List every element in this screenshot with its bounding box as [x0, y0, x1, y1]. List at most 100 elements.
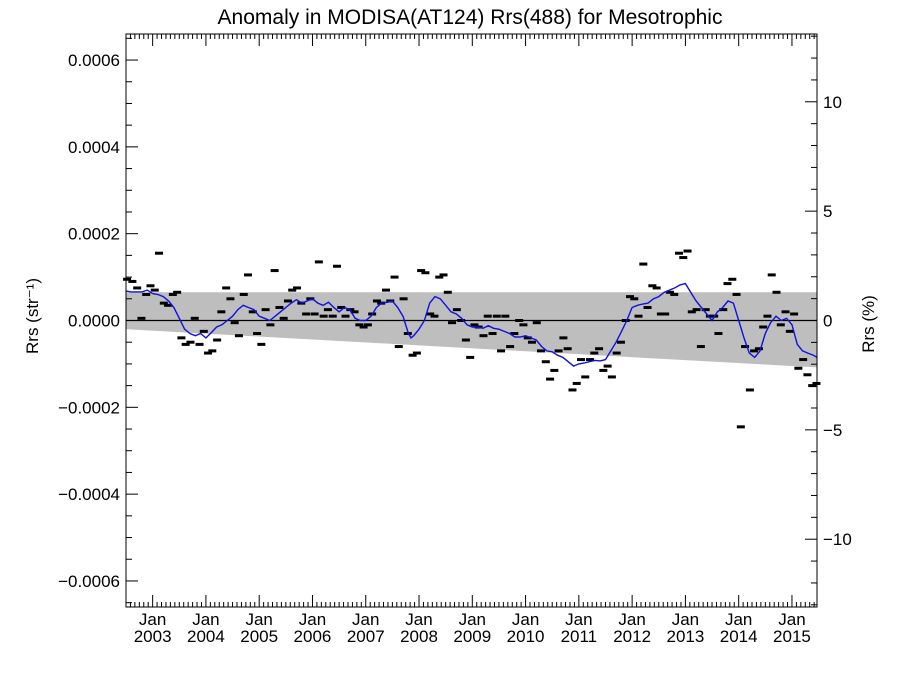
data-point-11 [173, 290, 182, 294]
data-point-146 [772, 290, 781, 294]
data-point-133 [714, 332, 723, 336]
x-tick-year-2: 2005 [240, 627, 278, 646]
y-tick-label-left-4: −0.0002 [58, 398, 120, 417]
data-point-20 [213, 338, 222, 342]
data-point-28 [248, 310, 257, 314]
x-tick-year-7: 2010 [507, 627, 545, 646]
data-point-68 [426, 312, 435, 316]
data-point-2 [133, 286, 142, 290]
data-point-129 [696, 345, 705, 349]
y-tick-label-left-1: 0.0004 [68, 138, 120, 157]
data-point-19 [208, 349, 217, 353]
data-point-41 [306, 297, 315, 301]
data-point-131 [705, 314, 714, 318]
data-point-87 [510, 332, 519, 336]
data-point-80 [479, 334, 488, 338]
data-point-62 [399, 297, 408, 301]
data-point-89 [519, 323, 528, 327]
data-point-77 [466, 355, 475, 359]
data-point-86 [506, 345, 515, 349]
data-point-15 [190, 316, 199, 320]
x-tick-month-0: Jan [139, 610, 166, 629]
x-tick-month-10: Jan [672, 610, 699, 629]
data-point-126 [683, 249, 692, 253]
data-point-23 [226, 297, 235, 301]
data-point-9 [164, 303, 173, 307]
x-tick-month-8: Jan [565, 610, 592, 629]
data-point-12 [177, 336, 186, 340]
data-point-125 [679, 256, 688, 260]
data-point-114 [630, 297, 639, 301]
data-point-4 [142, 292, 151, 296]
data-point-128 [692, 308, 701, 312]
data-point-143 [759, 325, 768, 329]
data-point-66 [417, 269, 426, 273]
data-point-155 [812, 381, 821, 385]
x-tick-year-12: 2015 [773, 627, 811, 646]
data-point-47 [332, 264, 341, 268]
data-point-118 [648, 284, 657, 288]
data-point-134 [719, 308, 728, 312]
data-point-8 [159, 301, 168, 305]
y-tick-label-right-3: −5 [823, 421, 842, 440]
data-point-75 [457, 319, 466, 322]
x-tick-month-1: Jan [192, 610, 219, 629]
x-tick-month-7: Jan [512, 610, 539, 629]
data-point-151 [794, 366, 803, 370]
data-point-42 [310, 312, 319, 316]
data-point-10 [168, 292, 177, 296]
data-point-153 [803, 373, 812, 377]
data-point-95 [546, 377, 555, 381]
data-point-74 [452, 308, 461, 312]
x-tick-year-3: 2006 [294, 627, 332, 646]
data-point-26 [239, 292, 248, 296]
y-tick-label-left-2: 0.0002 [68, 225, 120, 244]
x-tick-month-2: Jan [245, 610, 272, 629]
data-point-18 [204, 351, 213, 355]
data-point-27 [244, 273, 253, 277]
data-point-72 [443, 290, 452, 294]
plot-area [123, 249, 821, 429]
data-point-81 [483, 314, 492, 318]
data-point-98 [559, 336, 568, 340]
y-tick-label-right-4: −10 [823, 530, 852, 549]
data-point-65 [412, 351, 421, 355]
data-point-46 [328, 314, 337, 318]
data-point-148 [781, 310, 790, 314]
data-point-84 [497, 349, 506, 353]
data-point-17 [199, 329, 208, 333]
data-point-36 [283, 299, 292, 303]
data-point-30 [257, 342, 266, 346]
data-point-119 [652, 286, 661, 290]
x-tick-month-11: Jan [725, 610, 752, 629]
data-point-51 [350, 310, 359, 314]
data-point-5 [146, 284, 155, 288]
data-point-109 [607, 375, 616, 379]
data-point-53 [359, 325, 368, 329]
axes: 0.0006 0.0004 0.0002 0.0000 −0.0002 −0.0004 −0… [58, 33, 852, 646]
data-point-69 [430, 314, 439, 318]
data-point-108 [603, 364, 612, 368]
x-tick-month-4: Jan [352, 610, 379, 629]
y-tick-label-right-0: 10 [823, 93, 842, 112]
x-tick-year-1: 2004 [187, 627, 225, 646]
data-point-104 [586, 358, 595, 362]
data-point-122 [665, 290, 674, 294]
data-point-94 [541, 360, 550, 364]
data-point-123 [670, 292, 679, 296]
data-point-121 [661, 312, 670, 316]
y-tick-label-left-5: −0.0004 [58, 485, 120, 504]
chart-title: Anomaly in MODISA(AT124) Rrs(488) for Me… [218, 6, 723, 29]
data-point-83 [492, 314, 501, 318]
data-point-147 [776, 323, 785, 327]
data-point-105 [590, 351, 599, 355]
data-point-93 [537, 349, 546, 353]
x-tick-month-5: Jan [405, 610, 432, 629]
data-point-24 [230, 321, 239, 325]
data-point-78 [470, 323, 479, 327]
data-point-140 [745, 388, 754, 392]
data-point-49 [341, 314, 350, 318]
y-tick-label-left-3: 0.0000 [68, 312, 120, 331]
data-point-52 [355, 323, 364, 327]
y-tick-label-right-2: 0 [823, 312, 832, 331]
